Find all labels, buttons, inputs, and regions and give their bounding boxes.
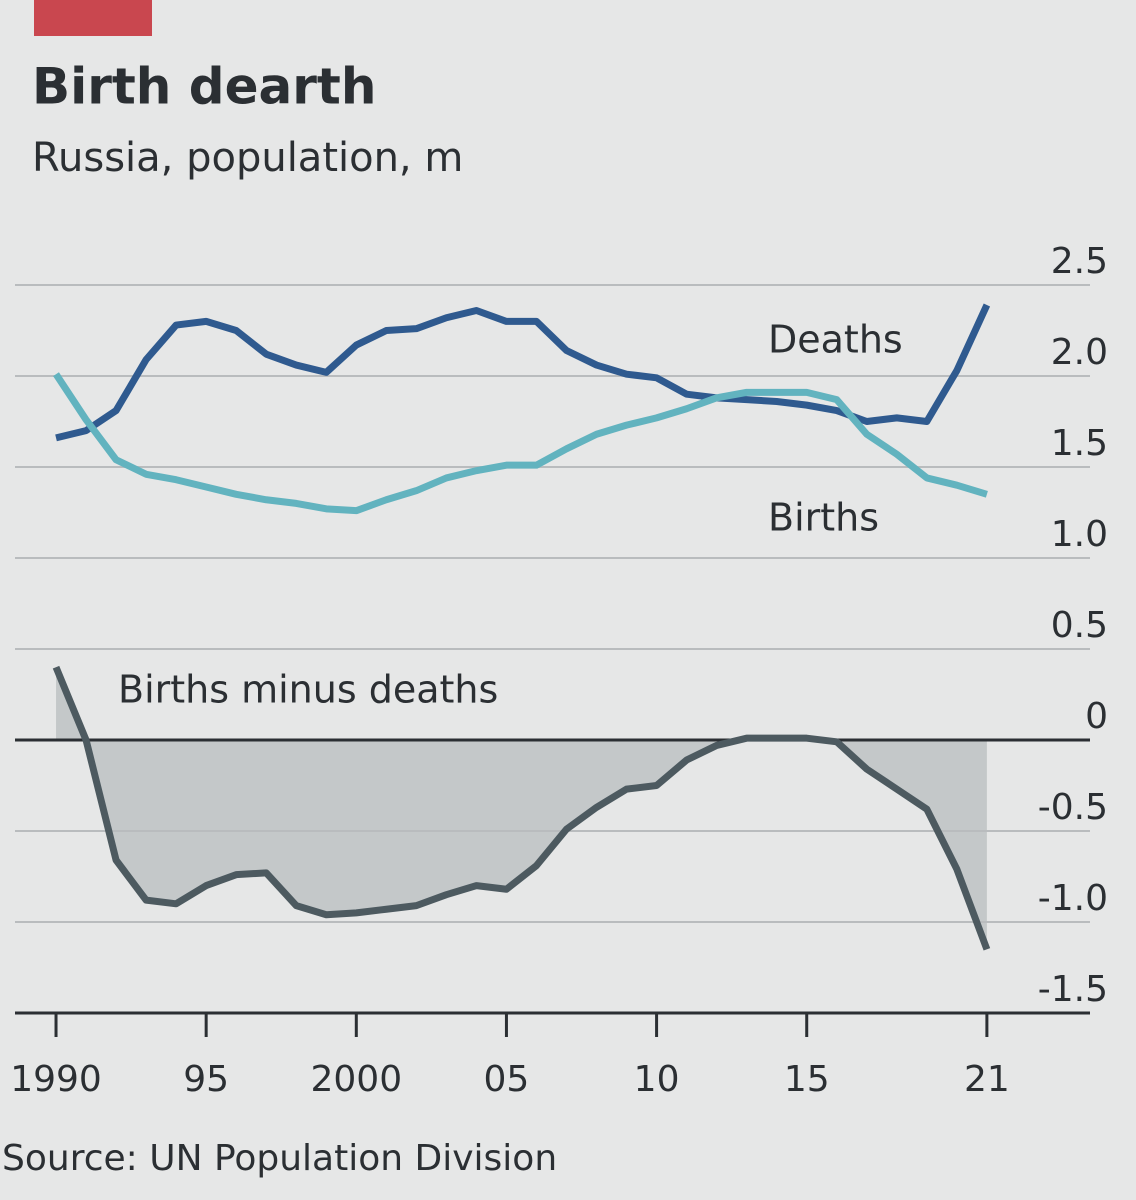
y-tick-label: 2.0 — [1051, 332, 1108, 373]
x-tick-label: 10 — [634, 1059, 680, 1100]
y-tick-label: -1.0 — [1038, 878, 1108, 919]
y-tick-label: -1.5 — [1038, 969, 1108, 1010]
x-tick-label: 15 — [784, 1059, 830, 1100]
x-tick-label: 21 — [964, 1059, 1010, 1100]
line — [53, 372, 988, 515]
line — [52, 665, 991, 951]
y-tick-label: 0 — [1085, 696, 1108, 737]
x-tick-label: 05 — [484, 1059, 530, 1100]
y-tick-label: -0.5 — [1038, 787, 1108, 828]
series-label: Births minus deaths — [118, 668, 498, 712]
chart-title: Birth dearth — [32, 58, 376, 116]
x-tick-label: 95 — [183, 1059, 229, 1100]
line — [55, 303, 991, 442]
chart-subtitle: Russia, population, m — [32, 135, 463, 181]
series-label: Deaths — [768, 318, 903, 362]
x-tick-label: 2000 — [310, 1059, 402, 1100]
y-tick-label: 2.5 — [1051, 241, 1108, 282]
area — [56, 667, 987, 950]
series-label: Births — [768, 496, 879, 540]
source: Source: UN Population Division — [2, 1138, 557, 1179]
x-tick-label: 1990 — [10, 1059, 102, 1100]
y-tick-label: 0.5 — [1051, 605, 1108, 646]
brand-tag — [34, 0, 152, 36]
y-tick-label: 1.0 — [1051, 514, 1108, 555]
y-tick-label: 1.5 — [1051, 423, 1108, 464]
